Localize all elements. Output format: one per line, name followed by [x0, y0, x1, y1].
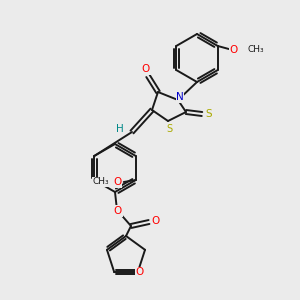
Text: O: O — [114, 177, 122, 187]
Text: O: O — [142, 64, 150, 74]
Text: O: O — [152, 216, 160, 226]
Text: CH₃: CH₃ — [92, 178, 109, 187]
Text: N: N — [176, 92, 184, 102]
Text: S: S — [166, 124, 172, 134]
Text: H: H — [116, 124, 124, 134]
Text: S: S — [206, 109, 212, 119]
Text: O: O — [114, 206, 122, 216]
Text: O: O — [136, 267, 144, 277]
Text: CH₃: CH₃ — [248, 46, 264, 55]
Text: O: O — [230, 45, 238, 55]
